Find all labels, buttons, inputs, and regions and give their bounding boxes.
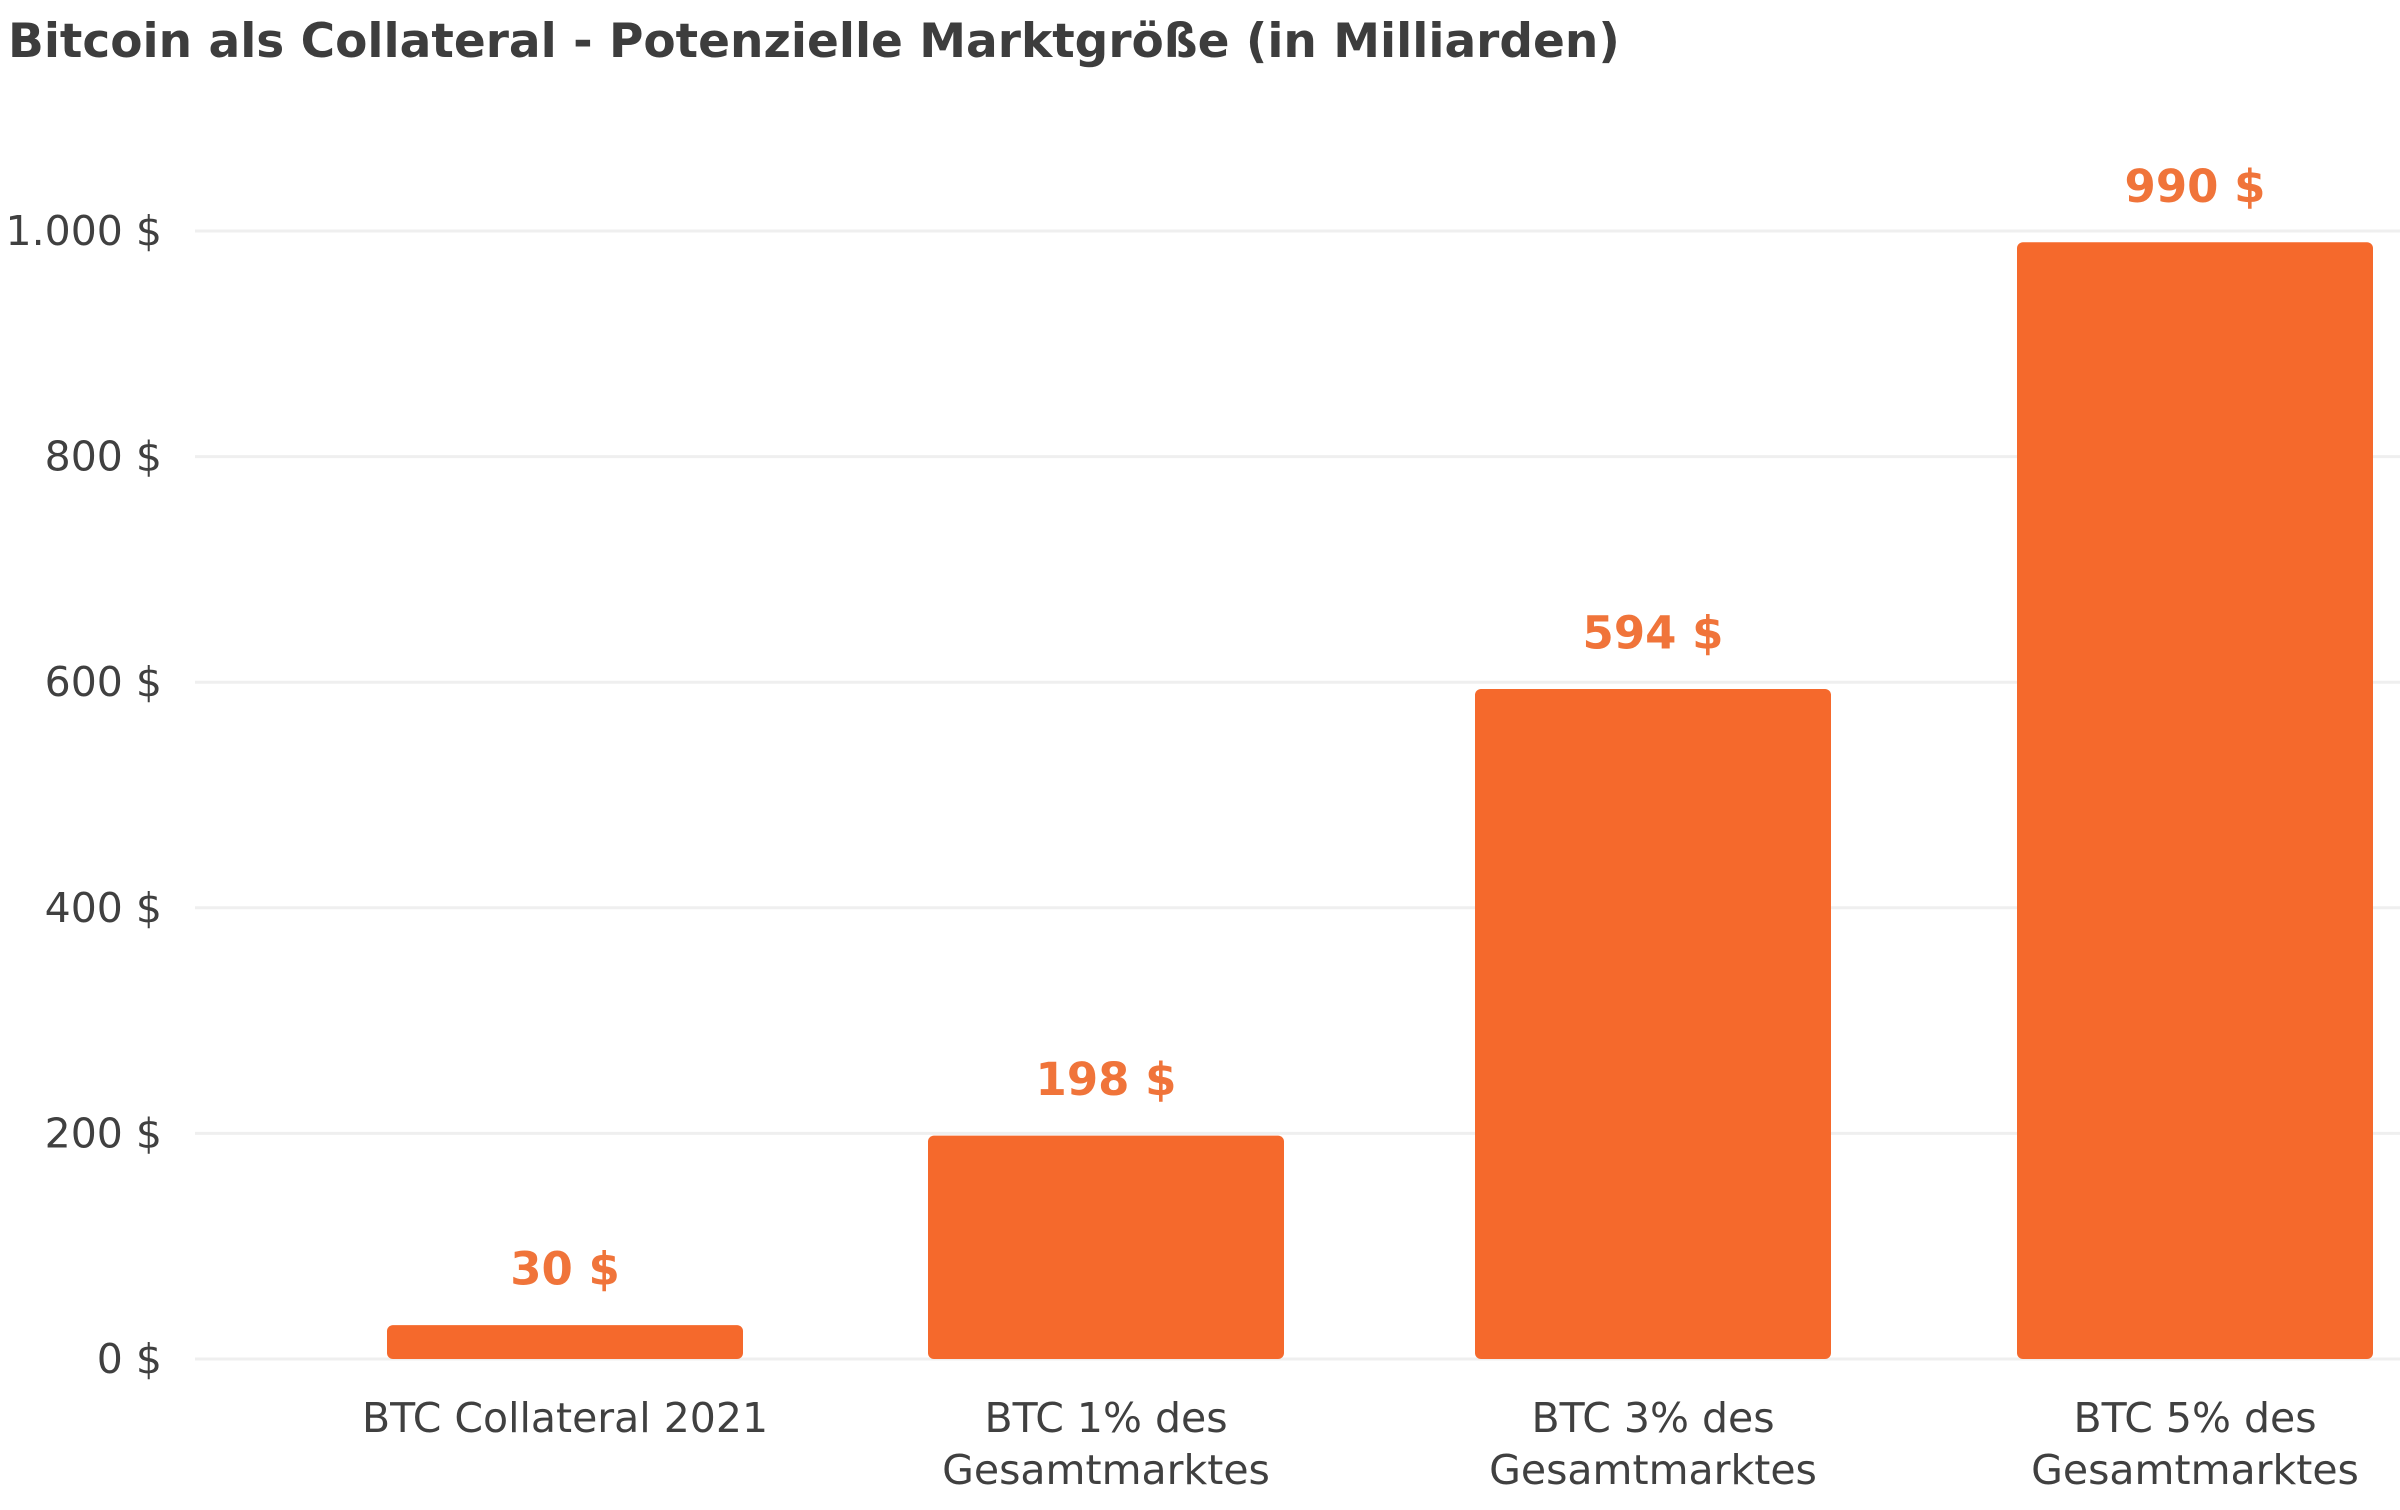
data-label: 198 $ xyxy=(1036,1053,1177,1106)
y-tick-label: 1.000 $ xyxy=(6,207,163,255)
category-label: BTC 5% des xyxy=(2073,1394,2316,1442)
y-tick-label: 0 $ xyxy=(97,1335,162,1383)
category-labels: BTC Collateral 2021 BTC 1% desGesamtmarkt… xyxy=(362,1394,2359,1494)
category-label: Gesamtmarktes xyxy=(2031,1446,2359,1494)
bars xyxy=(387,242,2373,1359)
data-labels: 30 $ 198 $ 594 $ 990 $ xyxy=(510,160,2265,1296)
chart-title: Bitcoin als Collateral - Potenzielle Mar… xyxy=(8,14,1620,69)
category-label: BTC 1% des xyxy=(984,1394,1227,1442)
bar xyxy=(1475,688,1831,1359)
y-tick-label: 200 $ xyxy=(45,1109,162,1157)
bar xyxy=(928,1135,1284,1359)
y-tick-label: 600 $ xyxy=(45,658,162,706)
bar xyxy=(2017,242,2373,1359)
category-label: BTC Collateral 2021 xyxy=(362,1394,768,1442)
y-tick-label: 800 $ xyxy=(45,433,162,481)
data-label: 30 $ xyxy=(510,1243,620,1296)
data-label: 594 $ xyxy=(1583,606,1724,659)
y-axis-ticks: 0 $ 200 $ 400 $ 600 $ 800 $ 1.000 $ xyxy=(6,207,163,1383)
category-label: Gesamtmarktes xyxy=(1489,1446,1817,1494)
data-label: 990 $ xyxy=(2125,160,2266,213)
y-tick-label: 400 $ xyxy=(45,884,162,932)
category-label: BTC 3% des xyxy=(1531,1394,1774,1442)
category-label: Gesamtmarktes xyxy=(942,1446,1270,1494)
bar xyxy=(387,1325,743,1359)
